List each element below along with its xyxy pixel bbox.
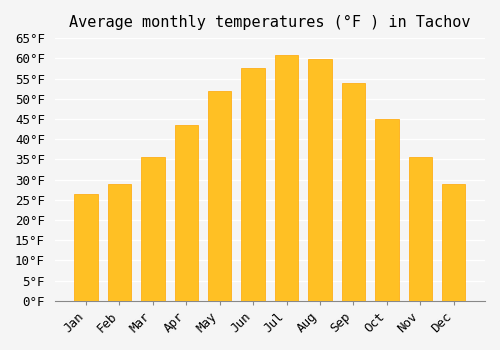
Bar xyxy=(208,91,232,301)
Bar xyxy=(141,158,165,301)
Bar xyxy=(308,59,332,301)
Bar xyxy=(442,184,466,301)
Bar xyxy=(275,55,298,301)
Bar xyxy=(342,83,365,301)
Bar xyxy=(408,158,432,301)
Bar xyxy=(108,184,131,301)
Title: Average monthly temperatures (°F ) in Tachov: Average monthly temperatures (°F ) in Ta… xyxy=(69,15,470,30)
Bar xyxy=(242,69,265,301)
Bar xyxy=(375,119,398,301)
Bar xyxy=(174,125,198,301)
Bar xyxy=(74,194,98,301)
